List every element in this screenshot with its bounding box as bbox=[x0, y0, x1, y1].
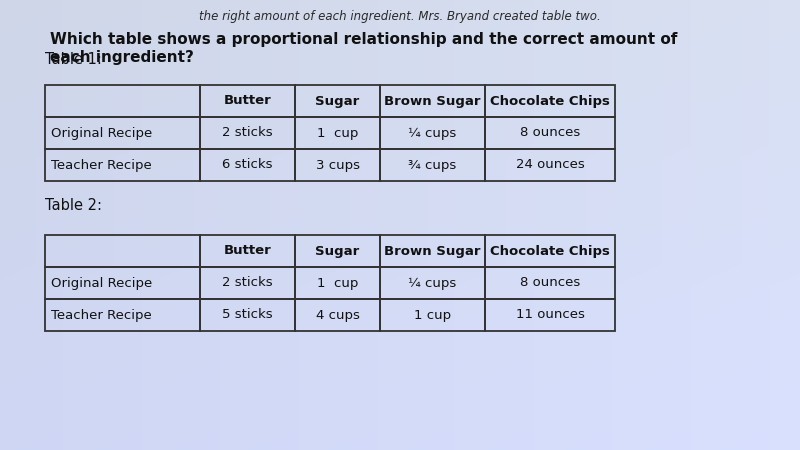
Text: Brown Sugar: Brown Sugar bbox=[384, 244, 481, 257]
Text: 8 ounces: 8 ounces bbox=[520, 276, 580, 289]
Text: Chocolate Chips: Chocolate Chips bbox=[490, 94, 610, 108]
Bar bbox=[380, 85, 485, 117]
Bar bbox=[200, 299, 295, 331]
Bar bbox=[45, 235, 200, 267]
Bar bbox=[380, 267, 485, 299]
Text: Original Recipe: Original Recipe bbox=[51, 276, 152, 289]
Bar bbox=[380, 235, 485, 267]
Text: Chocolate Chips: Chocolate Chips bbox=[490, 244, 610, 257]
Text: Table 1:: Table 1: bbox=[45, 52, 102, 67]
Text: Original Recipe: Original Recipe bbox=[51, 126, 152, 140]
Bar bbox=[295, 117, 380, 149]
Bar bbox=[485, 299, 615, 331]
Bar bbox=[45, 85, 200, 117]
Bar bbox=[200, 267, 295, 299]
Text: Sugar: Sugar bbox=[315, 244, 360, 257]
Text: Brown Sugar: Brown Sugar bbox=[384, 94, 481, 108]
Text: 3 cups: 3 cups bbox=[315, 158, 359, 171]
Text: Butter: Butter bbox=[224, 244, 271, 257]
Text: ¼ cups: ¼ cups bbox=[408, 276, 457, 289]
Bar bbox=[45, 117, 200, 149]
Bar bbox=[200, 117, 295, 149]
Bar bbox=[45, 267, 200, 299]
Text: 2 sticks: 2 sticks bbox=[222, 126, 273, 140]
Bar bbox=[200, 235, 295, 267]
Text: Teacher Recipe: Teacher Recipe bbox=[51, 309, 152, 321]
Bar bbox=[45, 299, 200, 331]
Bar bbox=[485, 117, 615, 149]
Bar bbox=[45, 149, 200, 181]
Bar bbox=[380, 149, 485, 181]
Bar bbox=[295, 299, 380, 331]
Text: the right amount of each ingredient. Mrs. Bryand created table two.: the right amount of each ingredient. Mrs… bbox=[199, 10, 601, 23]
Bar bbox=[485, 85, 615, 117]
Text: 8 ounces: 8 ounces bbox=[520, 126, 580, 140]
Text: 5 sticks: 5 sticks bbox=[222, 309, 273, 321]
Text: 1  cup: 1 cup bbox=[317, 126, 358, 140]
Bar bbox=[200, 85, 295, 117]
Text: ¼ cups: ¼ cups bbox=[408, 126, 457, 140]
Text: 4 cups: 4 cups bbox=[315, 309, 359, 321]
Text: 1 cup: 1 cup bbox=[414, 309, 451, 321]
Text: 1  cup: 1 cup bbox=[317, 276, 358, 289]
Bar bbox=[295, 267, 380, 299]
Bar bbox=[200, 149, 295, 181]
Bar bbox=[380, 117, 485, 149]
Bar bbox=[380, 299, 485, 331]
Text: Table 2:: Table 2: bbox=[45, 198, 102, 213]
Text: each ingredient?: each ingredient? bbox=[50, 50, 194, 65]
Bar bbox=[295, 235, 380, 267]
Text: Which table shows a proportional relationship and the correct amount of: Which table shows a proportional relatio… bbox=[50, 32, 678, 47]
Bar bbox=[295, 149, 380, 181]
Text: 6 sticks: 6 sticks bbox=[222, 158, 273, 171]
Text: ¾ cups: ¾ cups bbox=[408, 158, 457, 171]
Bar bbox=[485, 149, 615, 181]
Bar bbox=[295, 85, 380, 117]
Bar bbox=[485, 235, 615, 267]
Text: Sugar: Sugar bbox=[315, 94, 360, 108]
Text: 11 ounces: 11 ounces bbox=[515, 309, 585, 321]
Text: 24 ounces: 24 ounces bbox=[516, 158, 584, 171]
Text: 2 sticks: 2 sticks bbox=[222, 276, 273, 289]
Text: Butter: Butter bbox=[224, 94, 271, 108]
Text: Teacher Recipe: Teacher Recipe bbox=[51, 158, 152, 171]
Bar bbox=[485, 267, 615, 299]
